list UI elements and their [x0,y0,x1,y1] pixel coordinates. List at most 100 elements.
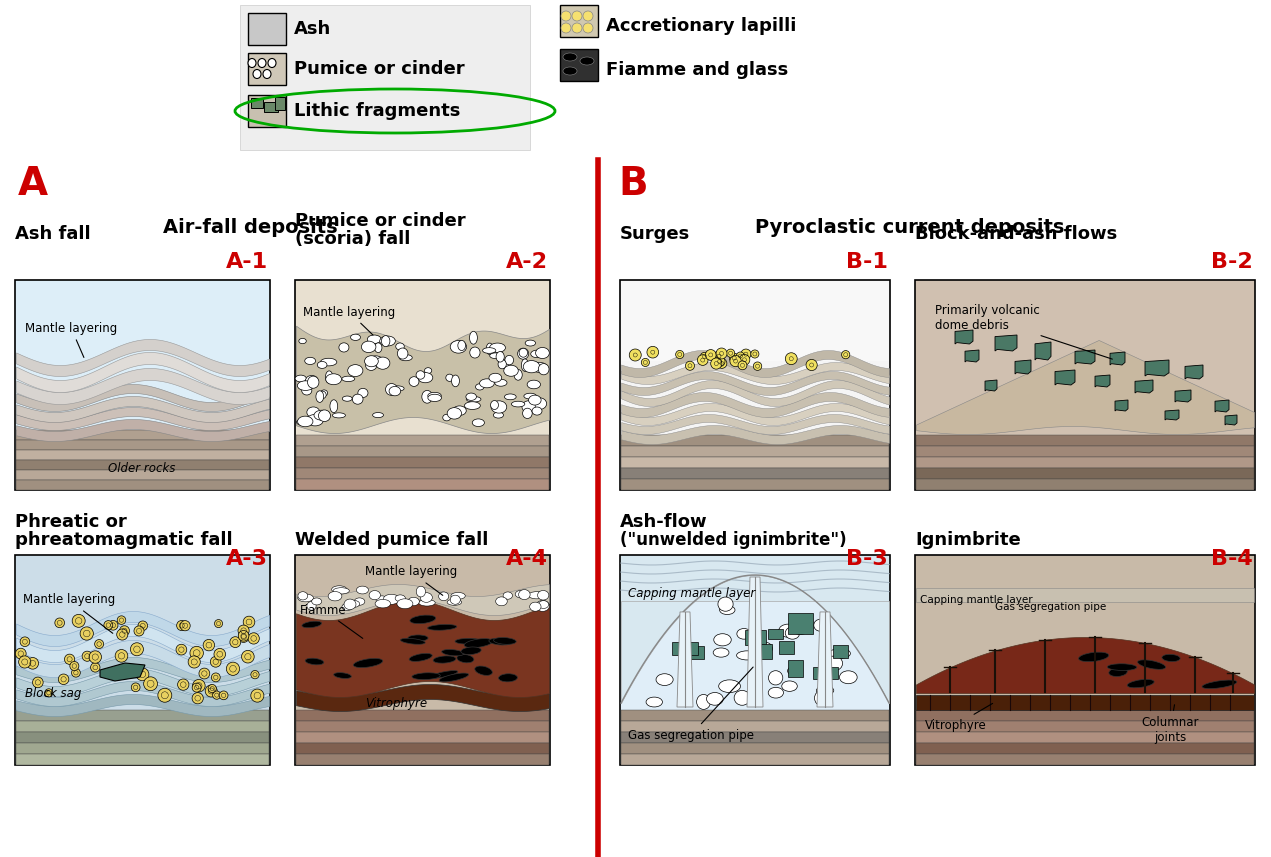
Bar [622,721,888,732]
Ellipse shape [305,658,324,665]
Ellipse shape [306,415,323,426]
Polygon shape [817,612,833,707]
Ellipse shape [737,628,751,639]
Ellipse shape [306,407,320,417]
Polygon shape [779,641,793,654]
Circle shape [572,11,582,21]
Circle shape [215,620,222,627]
Text: B-3: B-3 [846,549,888,569]
Bar [622,754,888,765]
Ellipse shape [351,334,361,340]
Ellipse shape [450,340,466,353]
Circle shape [806,359,817,370]
Text: Ash: Ash [294,20,332,38]
Ellipse shape [428,394,441,402]
Circle shape [583,23,594,33]
Ellipse shape [839,671,857,684]
Bar [561,49,597,81]
Polygon shape [955,330,974,344]
Bar [916,457,1254,468]
Circle shape [108,620,118,630]
Circle shape [785,353,797,364]
Circle shape [133,626,144,636]
Bar [622,457,888,468]
Text: Pumice or cinder: Pumice or cinder [295,212,465,230]
Polygon shape [747,577,763,707]
Ellipse shape [438,592,449,601]
Circle shape [203,639,215,650]
Ellipse shape [263,69,271,79]
Ellipse shape [306,602,316,610]
Ellipse shape [395,343,404,350]
Circle shape [58,674,69,685]
Text: Block-and-ash flows: Block-and-ash flows [915,225,1117,243]
Bar [622,479,888,490]
Ellipse shape [525,340,535,346]
Ellipse shape [788,666,803,676]
Circle shape [158,688,172,702]
Ellipse shape [494,380,507,387]
Polygon shape [813,667,839,679]
Polygon shape [100,663,145,681]
Bar [17,480,269,490]
Bar [622,732,888,743]
Ellipse shape [521,359,529,371]
Polygon shape [677,612,693,707]
Circle shape [647,346,658,358]
Ellipse shape [718,597,733,611]
Bar [296,479,549,490]
Ellipse shape [498,674,517,682]
Ellipse shape [539,601,549,608]
Text: ("unwelded ignimbrite"): ("unwelded ignimbrite") [620,531,846,549]
Circle shape [841,351,850,359]
Ellipse shape [422,391,432,403]
Ellipse shape [318,362,327,369]
Polygon shape [1166,410,1179,420]
Bar [295,555,550,765]
Ellipse shape [461,647,482,655]
Text: Ignimbrite: Ignimbrite [915,531,1021,549]
Text: Mantle layering: Mantle layering [25,321,117,357]
Bar [915,280,1254,490]
Ellipse shape [399,355,412,361]
Circle shape [83,651,93,662]
Ellipse shape [319,391,327,399]
Ellipse shape [489,343,506,352]
Circle shape [192,683,201,692]
Ellipse shape [656,674,674,686]
Ellipse shape [319,410,330,422]
Ellipse shape [464,402,480,410]
Ellipse shape [816,686,834,695]
Polygon shape [751,644,771,659]
Ellipse shape [533,407,541,415]
Bar [240,5,530,150]
Ellipse shape [375,599,390,608]
Circle shape [214,649,225,660]
Ellipse shape [519,590,530,600]
Circle shape [70,662,79,670]
Text: B-4: B-4 [1211,549,1253,569]
Text: A: A [18,165,48,203]
Ellipse shape [475,666,492,675]
Ellipse shape [398,348,408,359]
Circle shape [117,629,128,640]
Ellipse shape [515,590,529,598]
Ellipse shape [524,361,540,373]
Ellipse shape [769,671,783,685]
Ellipse shape [455,638,482,644]
Polygon shape [685,645,704,659]
Polygon shape [1035,342,1051,360]
Circle shape [80,627,93,640]
Ellipse shape [383,594,399,604]
Circle shape [710,358,722,369]
Bar [17,470,269,480]
Ellipse shape [297,417,313,427]
Ellipse shape [503,365,519,376]
Ellipse shape [297,381,314,391]
Ellipse shape [493,412,503,418]
Circle shape [243,616,254,628]
Polygon shape [1185,365,1202,379]
Text: A-1: A-1 [226,252,268,272]
Polygon shape [985,380,996,391]
Bar [296,743,549,754]
